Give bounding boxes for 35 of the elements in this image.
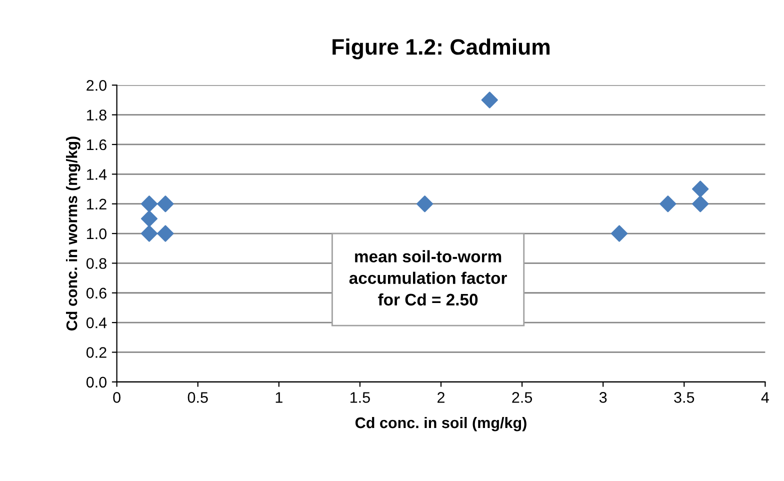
y-tick-label: 1.0 bbox=[87, 228, 106, 240]
y-tick-label: 0.4 bbox=[86, 317, 107, 328]
y-tick-label: 1.2 bbox=[87, 198, 106, 210]
point bbox=[416, 196, 434, 212]
y-axis-title: Cd conc. in worms (mg/kg) bbox=[66, 136, 80, 331]
point bbox=[611, 225, 628, 242]
x-tick-label: 1.5 bbox=[350, 392, 370, 403]
point bbox=[140, 196, 158, 212]
annotation: mean soil-to-worm accumulation factor for Cd = 2.50 bbox=[349, 250, 507, 306]
x-tick-label: 1 bbox=[276, 392, 282, 403]
y-tick-label: 0.0 bbox=[86, 376, 106, 388]
point bbox=[157, 196, 174, 212]
x-tick-label: 2.5 bbox=[512, 392, 532, 403]
point bbox=[140, 225, 158, 242]
y-tick-label: 1.4 bbox=[87, 169, 107, 180]
x-tick-label: 4 bbox=[761, 392, 769, 403]
x-axis-title: Cd conc. in soil (mg/kg) bbox=[355, 416, 526, 432]
point bbox=[692, 180, 709, 198]
x-tick-label: 3 bbox=[599, 392, 607, 403]
y-tick-label: 0.6 bbox=[86, 288, 106, 299]
point bbox=[692, 196, 709, 212]
y-tick-label: 2.0 bbox=[86, 80, 106, 91]
chart-title: Figure 1.2: Cadmium bbox=[332, 38, 550, 60]
point bbox=[660, 196, 676, 212]
x-tick-label: 0 bbox=[113, 392, 120, 403]
y-tick-label: 1.8 bbox=[87, 110, 106, 120]
y-tick-label: 0.8 bbox=[86, 258, 106, 269]
point bbox=[140, 210, 158, 227]
y-tick-label: 1.6 bbox=[87, 139, 106, 150]
point bbox=[157, 225, 174, 242]
x-tick-label: 0.5 bbox=[188, 392, 208, 403]
x-tick-label: 3.5 bbox=[674, 392, 694, 403]
point bbox=[481, 92, 498, 108]
x-tick-label: 2 bbox=[438, 392, 444, 403]
y-tick-label: 0.2 bbox=[86, 347, 106, 358]
